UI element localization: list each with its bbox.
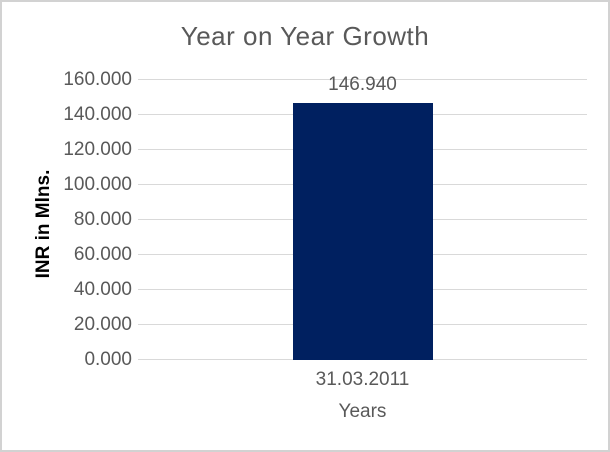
bar-data-label: 146.940 <box>328 73 397 95</box>
chart-title: Year on Year Growth <box>180 21 430 51</box>
y-axis-tick-labels: 0.000 20.000 40.000 60.000 80.000 100.000 120.… <box>2 70 132 370</box>
y-tick-label: 0.000 <box>84 349 132 370</box>
y-tick-label: 60.000 <box>73 244 132 265</box>
bar-series-1 <box>292 102 433 360</box>
y-tick-label: 140.000 <box>63 104 132 125</box>
y-tick-label: 40.000 <box>73 279 132 300</box>
x-axis-title: Years <box>338 401 387 422</box>
plot-area: 146.940 <box>138 74 587 360</box>
y-tick-label: 100.000 <box>63 174 132 195</box>
x-axis-category-label: 31.03.2011 <box>315 369 410 390</box>
y-tick-label: 160.000 <box>63 69 132 90</box>
y-tick-label: 120.000 <box>63 139 132 160</box>
y-tick-label: 80.000 <box>73 209 132 230</box>
gridline <box>138 79 587 80</box>
y-tick-label: 20.000 <box>73 314 132 335</box>
